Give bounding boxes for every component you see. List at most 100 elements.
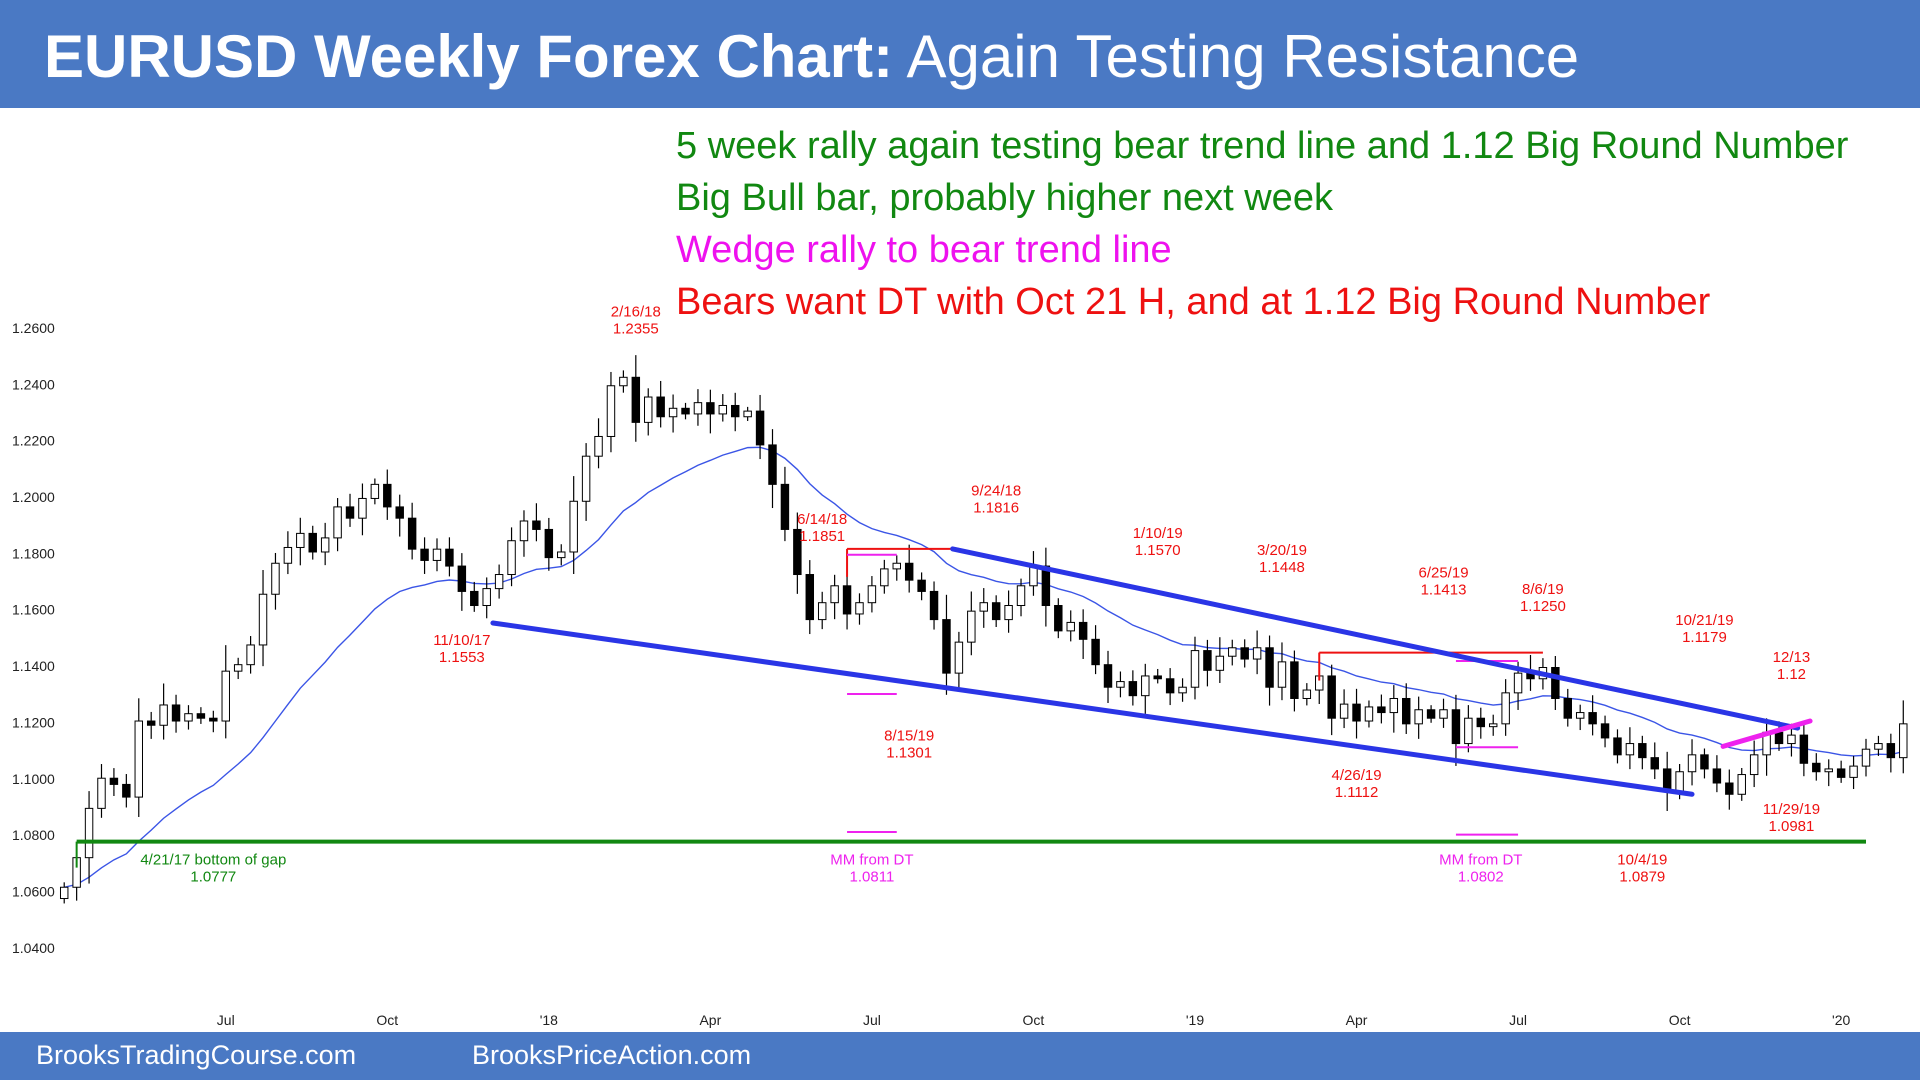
annotation: 3/20/19 1.1448 [1257,542,1307,576]
candle-bear [1265,647,1274,688]
candle-bear [1377,706,1386,714]
candle-bear [420,548,429,561]
annotation: 11/29/19 1.0981 [1763,801,1820,835]
x-tick-label: Apr [699,1012,721,1028]
candle-bear [445,548,454,567]
y-tick-label: 1.2000 [12,489,55,505]
candle-bull [967,610,976,643]
candle-bull [84,807,94,859]
candle-bear [730,404,740,418]
annotation-line: 1.1553 [439,649,485,666]
candle-bull [1339,703,1349,719]
candle-bear [1774,731,1784,745]
candle-bear [1725,782,1734,795]
x-tick-label: Jul [1509,1012,1527,1028]
candle-bull [432,548,442,561]
candle-bear [1650,757,1659,770]
candle-bear [991,602,1001,621]
footer-bar: BrooksTradingCourse.com BrooksPriceActio… [0,1032,1920,1080]
candle-bear [470,590,479,607]
candle-bull [1787,734,1796,745]
y-tick-label: 1.0800 [12,827,55,843]
candle-bear [171,704,181,722]
candle-bull [283,546,293,564]
title-bar: EURUSD Weekly Forex Chart: Again Testing… [0,0,1920,108]
candle-bear [1402,697,1411,725]
note-3: Wedge rally to bear trend line [676,229,1172,271]
note-2: Big Bull bar, probably higher next week [676,177,1333,219]
candle-bear [383,483,392,508]
candle-bear [122,783,131,798]
annotation-line: 9/24/18 [971,483,1021,500]
annotation-line: 2/16/18 [611,304,661,321]
candle-bear [1128,681,1138,697]
annotation: 9/24/18 1.1816 [971,483,1021,517]
candle-bull [668,407,678,418]
annotation-line: 1.1179 [1682,629,1727,646]
candle-bear [1600,723,1610,739]
annotation: 2/16/18 1.2355 [611,304,661,338]
candle-bear [457,565,467,592]
candle-bull [1464,717,1473,745]
footer-site-left[interactable]: BrooksTradingCourse.com [36,1040,357,1070]
y-tick-label: 1.1800 [12,545,55,561]
candle-bull [59,886,69,900]
candle-bear [1613,737,1622,756]
candle-bull [1861,748,1871,767]
candle-bear [146,720,156,726]
annotation-line: 4/26/19 [1332,767,1382,784]
candle-bear [1700,754,1709,770]
candle-bear [842,585,852,615]
candle-bear [1327,675,1336,719]
candle-bull [880,568,889,587]
annotation-line: 6/25/19 [1418,564,1468,581]
candle-bull [1277,661,1287,688]
candle-bear [544,528,554,559]
candle-bear [793,528,802,576]
candle-bear [755,410,765,446]
candle-bear [407,517,417,550]
y-tick-label: 1.2200 [12,433,55,449]
annotation: 10/4/19 1.0879 [1617,852,1667,886]
x-tick-label: Oct [1669,1012,1691,1028]
candle-bear [942,619,951,674]
candle-bear [1712,768,1722,784]
annotation-line: 1.0879 [1619,869,1665,886]
candle-bull [1215,655,1225,671]
y-tick-label: 1.2600 [12,320,55,336]
candle-bull [892,562,901,570]
x-tick-label: '20 [1832,1012,1850,1028]
annotation-line: 1.0777 [190,869,236,886]
y-tick-label: 1.1000 [12,771,55,787]
annotation-line: 1.1851 [799,528,845,545]
candle-bear [1290,661,1299,699]
candle-bull [1513,672,1523,694]
annotation: 6/25/19 1.1413 [1418,564,1468,598]
candle-bull [1737,774,1746,795]
candle-bear [109,777,119,785]
annotation: MM from DT 1.0811 [830,852,913,886]
candle-bull [1625,743,1635,756]
annotation: 4/26/19 1.1112 [1332,767,1382,801]
candle-bear [1799,734,1809,764]
annotation-line: 1.1448 [1259,559,1305,576]
20-week-ema [64,446,1904,888]
candle-bull [1414,709,1423,725]
candle-bear [1836,768,1846,778]
candle-bull [1178,686,1187,694]
candle-bull [1190,650,1200,688]
candle-bear [1886,743,1896,759]
annotation: 8/15/19 1.1301 [884,728,934,762]
candle-bear [1240,647,1249,660]
candle-bull [519,520,529,542]
candle-bull [221,670,230,722]
x-tick-label: '18 [540,1012,558,1028]
candle-bull [258,593,268,646]
candle-bear [929,590,939,621]
candle-bull [581,455,591,502]
annotation: MM from DT 1.0802 [1439,852,1522,886]
title-bold: EURUSD Weekly Forex Chart: [44,23,894,90]
candle-bull [743,410,752,418]
footer-site-right[interactable]: BrooksPriceAction.com [472,1040,752,1070]
candle-bull [320,537,330,553]
